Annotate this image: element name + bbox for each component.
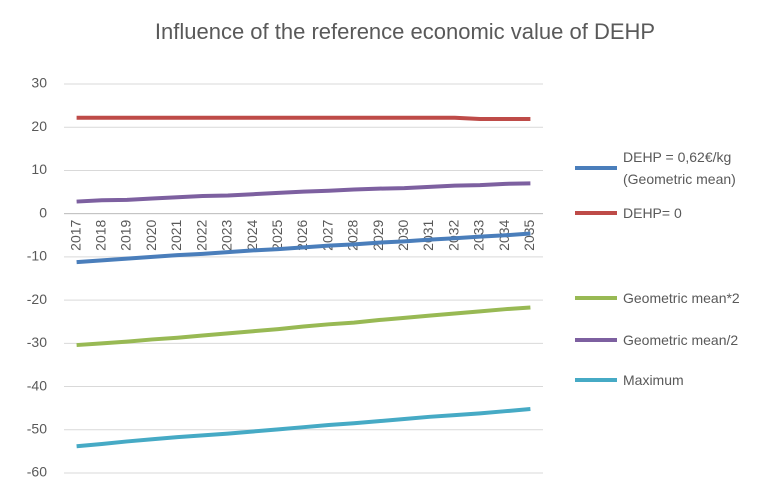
x-tick-label: 2032 <box>445 219 461 250</box>
x-tick-label: 2019 <box>118 219 134 250</box>
legend-item: DEHP= 0 <box>575 202 763 224</box>
x-tick-label: 2030 <box>395 219 411 250</box>
x-tick-label: 2031 <box>420 219 436 250</box>
series-line <box>76 407 531 449</box>
x-tick-label: 2024 <box>244 219 260 250</box>
legend-label: Maximum <box>623 372 684 388</box>
x-tick-label: 2018 <box>93 219 109 250</box>
legend-label: Geometric mean/2 <box>623 332 739 348</box>
x-tick-label: 2020 <box>143 219 159 250</box>
legend-label: Geometric mean*2 <box>623 290 740 306</box>
legend-label: DEHP= 0 <box>623 205 682 221</box>
y-tick-label: 10 <box>31 161 47 177</box>
x-tick-label: 2029 <box>370 219 386 250</box>
y-tick-label: -20 <box>27 291 47 307</box>
y-tick-label: -60 <box>27 464 47 480</box>
legend-swatch <box>575 211 617 215</box>
x-tick-label: 2021 <box>168 219 184 250</box>
y-tick-label: -40 <box>27 377 47 393</box>
x-tick-label: 2025 <box>269 219 285 250</box>
x-tick-label: 2023 <box>219 219 235 250</box>
legend-swatch <box>575 166 617 170</box>
x-tick-label: 2022 <box>193 219 209 250</box>
legend-swatch <box>575 338 617 342</box>
series-line <box>76 181 531 204</box>
x-tick-label: 2017 <box>67 219 83 250</box>
legend-item: Maximum <box>575 369 763 391</box>
y-tick-label: 0 <box>39 204 47 220</box>
series-line <box>76 115 531 122</box>
legend-swatch <box>575 296 617 300</box>
y-tick-label: 30 <box>31 75 47 91</box>
y-tick-label: -10 <box>27 248 47 264</box>
y-tick-label: 20 <box>31 118 47 134</box>
x-tick-label: 2027 <box>319 219 335 250</box>
chart-title: Influence of the reference economic valu… <box>155 19 655 44</box>
legend-item: Geometric mean*2 <box>575 287 763 309</box>
legend-item: Geometric mean/2 <box>575 329 763 351</box>
legend-label: DEHP = 0,62€/kg (Geometric mean) <box>623 149 736 187</box>
x-tick-label: 2026 <box>294 219 310 250</box>
legend-swatch <box>575 378 617 382</box>
series-line <box>76 305 531 348</box>
series-line <box>76 231 531 265</box>
y-tick-label: -50 <box>27 420 47 436</box>
legend-item: DEHP = 0,62€/kg (Geometric mean) <box>575 146 763 190</box>
y-tick-label: -30 <box>27 334 47 350</box>
